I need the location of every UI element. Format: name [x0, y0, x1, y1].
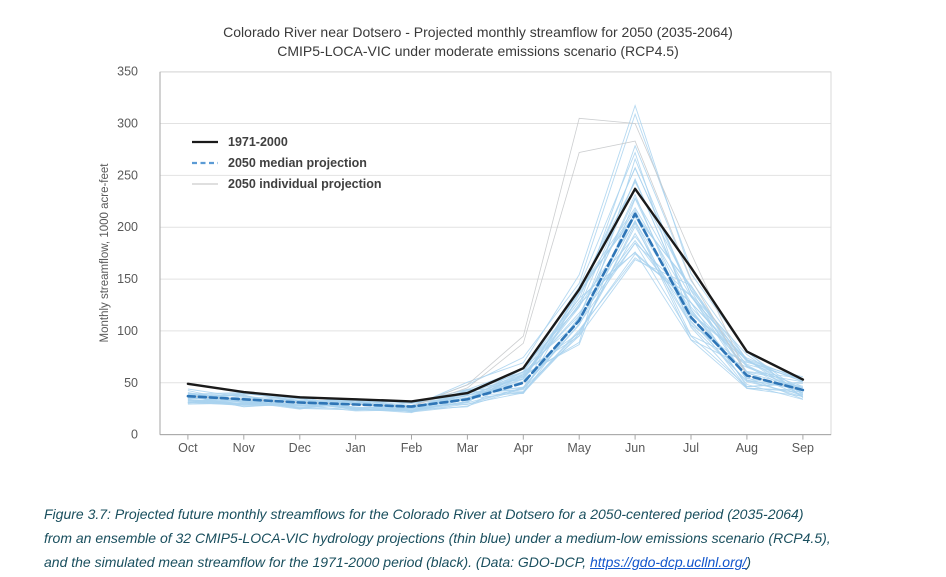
svg-text:Aug: Aug	[736, 441, 758, 455]
svg-text:350: 350	[117, 65, 138, 79]
svg-text:Feb: Feb	[401, 441, 423, 455]
svg-text:300: 300	[117, 117, 138, 131]
svg-text:Jan: Jan	[346, 441, 366, 455]
svg-text:Nov: Nov	[233, 441, 256, 455]
svg-text:100: 100	[117, 324, 138, 338]
svg-text:Apr: Apr	[514, 441, 533, 455]
svg-text:Mar: Mar	[457, 441, 479, 455]
svg-text:Jun: Jun	[625, 441, 645, 455]
svg-text:Sep: Sep	[792, 441, 814, 455]
svg-text:2050 individual projection: 2050 individual projection	[228, 177, 382, 191]
svg-text:250: 250	[117, 168, 138, 182]
svg-text:CMIP5-LOCA-VIC under moderate: CMIP5-LOCA-VIC under moderate emissions …	[277, 43, 678, 59]
svg-text:Jul: Jul	[683, 441, 699, 455]
svg-text:Colorado River near Dotsero -: Colorado River near Dotsero - Projected …	[223, 24, 733, 40]
svg-text:2050 median projection: 2050 median projection	[228, 156, 367, 170]
svg-text:Monthly streamflow, 1000 acre-: Monthly streamflow, 1000 acre-feet	[99, 163, 111, 343]
svg-text:Dec: Dec	[289, 441, 311, 455]
svg-text:May: May	[567, 441, 591, 455]
svg-text:50: 50	[124, 376, 138, 390]
svg-text:200: 200	[117, 220, 138, 234]
svg-text:Oct: Oct	[178, 441, 198, 455]
svg-text:1971-2000: 1971-2000	[228, 135, 288, 149]
svg-text:0: 0	[131, 428, 138, 442]
svg-text:150: 150	[117, 272, 138, 286]
